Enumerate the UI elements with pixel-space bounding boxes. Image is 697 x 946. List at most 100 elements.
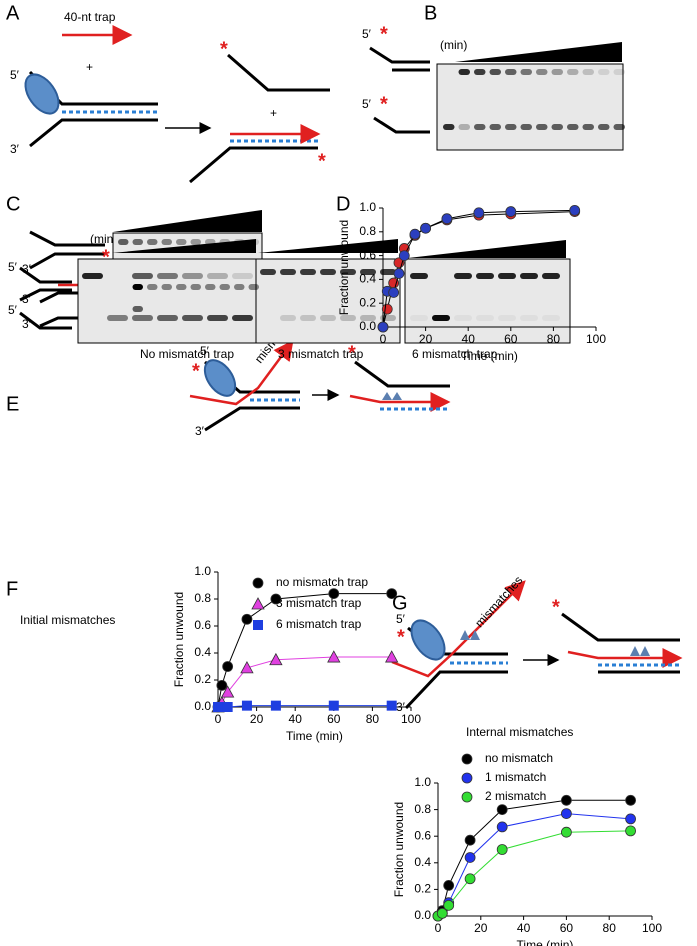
legend-label: no mismatch trap xyxy=(276,575,368,589)
wedge xyxy=(455,42,622,62)
gel-band xyxy=(474,124,486,130)
gel-band xyxy=(567,124,579,130)
strand xyxy=(373,116,430,134)
point xyxy=(327,650,341,663)
strand xyxy=(189,146,318,184)
strand xyxy=(227,53,330,92)
end-label: 3′ xyxy=(10,142,20,156)
end-label: 3′ xyxy=(22,262,32,276)
gel-band xyxy=(458,124,470,130)
gel-band xyxy=(489,124,501,130)
gel-band xyxy=(520,69,532,75)
point xyxy=(241,700,252,711)
gel-band xyxy=(280,315,296,321)
point xyxy=(464,852,476,863)
gel-band xyxy=(582,124,594,130)
x-tick-label: 40 xyxy=(517,921,531,935)
x-tick-label: 0 xyxy=(380,332,387,346)
x-tick-label: 80 xyxy=(603,921,617,935)
gel-label: No mismatch trap xyxy=(140,347,234,361)
point xyxy=(625,825,636,837)
point xyxy=(377,321,389,333)
label-star: * xyxy=(318,150,326,172)
gel-band xyxy=(219,239,230,245)
y-tick-label: 1.0 xyxy=(359,200,376,214)
gel-band xyxy=(476,273,494,279)
point xyxy=(386,700,397,711)
point xyxy=(561,794,572,806)
gel-band xyxy=(176,284,187,290)
x-tick-label: 60 xyxy=(504,332,518,346)
chart: 0 20 40 60 80 100 0.0 0.2 0.4 0.6 0.8 1.0 Time (min)… xyxy=(337,200,606,363)
plus: + xyxy=(270,106,277,120)
point xyxy=(328,700,339,711)
point xyxy=(569,204,581,216)
label-star: * xyxy=(348,342,356,364)
gel-label: 6 mismatch trap xyxy=(412,347,498,361)
point xyxy=(505,206,517,217)
gel xyxy=(404,258,571,344)
x-tick-label: 100 xyxy=(642,921,662,935)
x-tick-label: 20 xyxy=(250,712,264,726)
wedge xyxy=(258,239,398,253)
end-label: 5′ xyxy=(362,97,372,111)
gel-band xyxy=(190,284,201,290)
gel-band xyxy=(505,69,517,75)
gel-band xyxy=(542,273,560,279)
mismatch xyxy=(460,630,480,640)
x-tick-label: 0 xyxy=(215,712,222,726)
y-tick-label: 0.6 xyxy=(359,248,376,262)
chart: 0 20 40 60 80 100 0.0 0.2 0.4 0.6 0.8 1.0 Time (min)… xyxy=(20,564,421,743)
point xyxy=(270,700,281,711)
point xyxy=(496,844,508,855)
y-tick-label: 0.6 xyxy=(194,618,211,632)
wedge xyxy=(408,240,566,258)
point xyxy=(420,222,432,234)
point xyxy=(241,613,253,625)
strand xyxy=(29,252,105,270)
y-tick-label: 0.0 xyxy=(359,319,376,333)
mismatch xyxy=(382,392,402,400)
end-label: 3′ xyxy=(22,317,32,331)
x-tick-label: 100 xyxy=(401,712,421,726)
y-tick-label: 0.2 xyxy=(414,882,431,896)
point xyxy=(443,899,455,911)
label-star: * xyxy=(102,246,110,268)
point xyxy=(436,907,448,919)
gel-band xyxy=(132,239,143,245)
gel-band xyxy=(132,306,143,312)
gel-band xyxy=(205,284,216,290)
strand xyxy=(204,406,300,432)
gel-band xyxy=(598,124,610,130)
trap xyxy=(391,580,526,678)
x-tick-label: 20 xyxy=(474,921,488,935)
point xyxy=(461,791,473,803)
gel-band xyxy=(410,273,428,279)
x-axis-label: Time (min) xyxy=(461,349,518,363)
trap xyxy=(567,648,683,668)
panel-label: F xyxy=(6,578,18,600)
label-star: * xyxy=(380,93,388,115)
gel-band xyxy=(260,269,276,275)
legend-label: 3 mismatch trap xyxy=(276,596,362,610)
gel-band xyxy=(360,315,376,321)
y-axis-label: Fraction unwound xyxy=(337,220,351,315)
gel-band xyxy=(567,69,579,75)
strand xyxy=(404,670,508,710)
gel-band xyxy=(320,315,336,321)
strand xyxy=(19,288,72,302)
point xyxy=(220,685,235,698)
point xyxy=(496,821,508,833)
gel-band xyxy=(551,124,563,130)
gel-e: 5′ 5′ No mismatch trap 3 mismatch trap 6… xyxy=(8,239,571,361)
diagram-a: 40-nt trap 5′ 3′ + * + * xyxy=(10,10,330,184)
end-label: 5′ xyxy=(8,260,18,274)
gel-band xyxy=(280,269,296,275)
label-star: * xyxy=(397,626,405,648)
point xyxy=(409,228,421,240)
gel-band xyxy=(340,315,356,321)
helicase xyxy=(203,359,237,397)
point xyxy=(393,268,405,279)
point xyxy=(386,588,398,599)
helicase xyxy=(24,73,60,115)
